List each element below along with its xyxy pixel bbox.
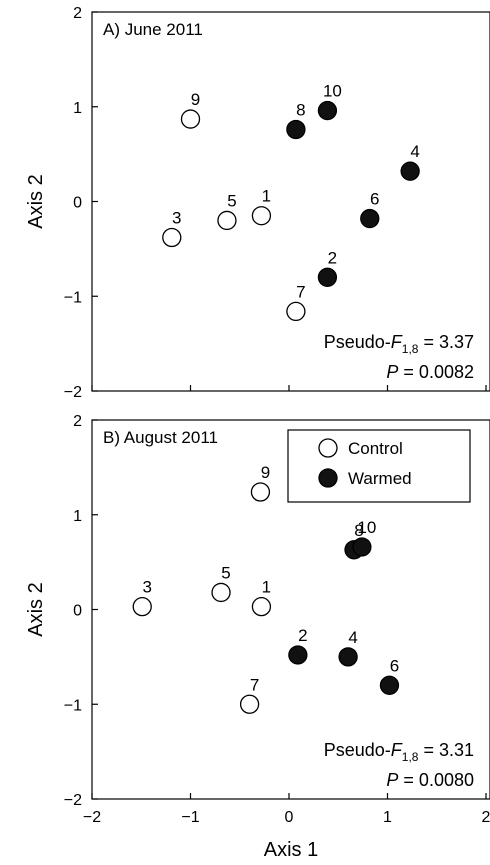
- point-label: 1: [262, 578, 271, 597]
- point-label: 1: [262, 187, 271, 206]
- point-label: 6: [390, 656, 399, 675]
- control-point-3: [162, 227, 182, 248]
- legend-label-control: Control: [348, 439, 403, 458]
- y-tick-label: −2: [64, 384, 82, 401]
- y-tick-label: −2: [64, 792, 82, 809]
- x-tick-label: −1: [181, 809, 199, 826]
- point-label: 7: [250, 675, 259, 694]
- point-label: 2: [328, 248, 337, 267]
- point-label: 10: [357, 518, 376, 537]
- point-label: 3: [143, 578, 152, 597]
- warmed-point-4: [400, 161, 420, 181]
- pseudo-f-stat: Pseudo-F1,8 = 3.31: [324, 740, 474, 764]
- warmed-point-2: [288, 645, 308, 665]
- x-tick-label: −2: [83, 809, 101, 826]
- warmed-point-10: [352, 537, 372, 557]
- control-point-7: [239, 694, 260, 714]
- point-label: 9: [261, 463, 270, 482]
- control-point-7: [286, 301, 306, 322]
- y-tick-label: −1: [64, 289, 82, 306]
- panel-title: A) June 2011: [103, 20, 203, 39]
- control-point-3: [132, 597, 152, 617]
- warmed-point-6: [360, 208, 380, 229]
- y-axis-label: Axis 2: [25, 174, 47, 228]
- legend-marker-control: [318, 438, 338, 458]
- point-label: 6: [370, 190, 379, 209]
- legend-box: [287, 429, 471, 503]
- y-tick-label: 2: [73, 413, 82, 430]
- control-point-9: [180, 109, 201, 129]
- y-tick-label: 0: [73, 603, 82, 620]
- point-label: 5: [227, 191, 236, 210]
- y-tick-label: 2: [73, 5, 82, 22]
- panel-title: B) August 2011: [103, 428, 218, 447]
- control-point-9: [250, 482, 271, 502]
- p-value: P = 0.0080: [386, 770, 474, 790]
- warmed-point-6: [379, 675, 400, 695]
- y-tick-label: 1: [73, 508, 82, 525]
- legend-marker-warmed: [318, 468, 338, 488]
- y-tick-label: 1: [73, 100, 82, 117]
- x-tick-label: 0: [285, 809, 294, 826]
- control-point-1: [251, 206, 272, 226]
- point-label: 4: [348, 628, 357, 647]
- control-point-5: [217, 210, 237, 231]
- control-point-1: [251, 597, 272, 617]
- point-label: 2: [298, 626, 307, 645]
- point-label: 8: [296, 100, 305, 119]
- p-value: P = 0.0082: [386, 362, 474, 382]
- point-label: 7: [296, 282, 305, 301]
- legend-label-warmed: Warmed: [348, 469, 412, 488]
- point-label: 8: [354, 521, 363, 540]
- x-tick-label: 2: [482, 809, 490, 826]
- point-label: 10: [323, 82, 342, 101]
- point-label: 4: [410, 142, 419, 161]
- point-label: 5: [221, 563, 230, 582]
- x-axis-label: Axis 1: [264, 839, 318, 861]
- warmed-point-8: [286, 119, 306, 140]
- warmed-point-10: [317, 100, 338, 121]
- y-axis-label: Axis 2: [25, 582, 47, 636]
- x-tick-label: 1: [383, 809, 392, 826]
- point-label: 9: [191, 90, 200, 109]
- y-tick-label: 0: [73, 195, 82, 212]
- pseudo-f-stat: Pseudo-F1,8 = 3.37: [324, 332, 474, 356]
- y-tick-label: −1: [64, 697, 82, 714]
- warmed-point-2: [317, 267, 338, 287]
- point-label: 3: [172, 209, 181, 228]
- control-point-5: [211, 582, 231, 603]
- warmed-point-4: [338, 647, 358, 667]
